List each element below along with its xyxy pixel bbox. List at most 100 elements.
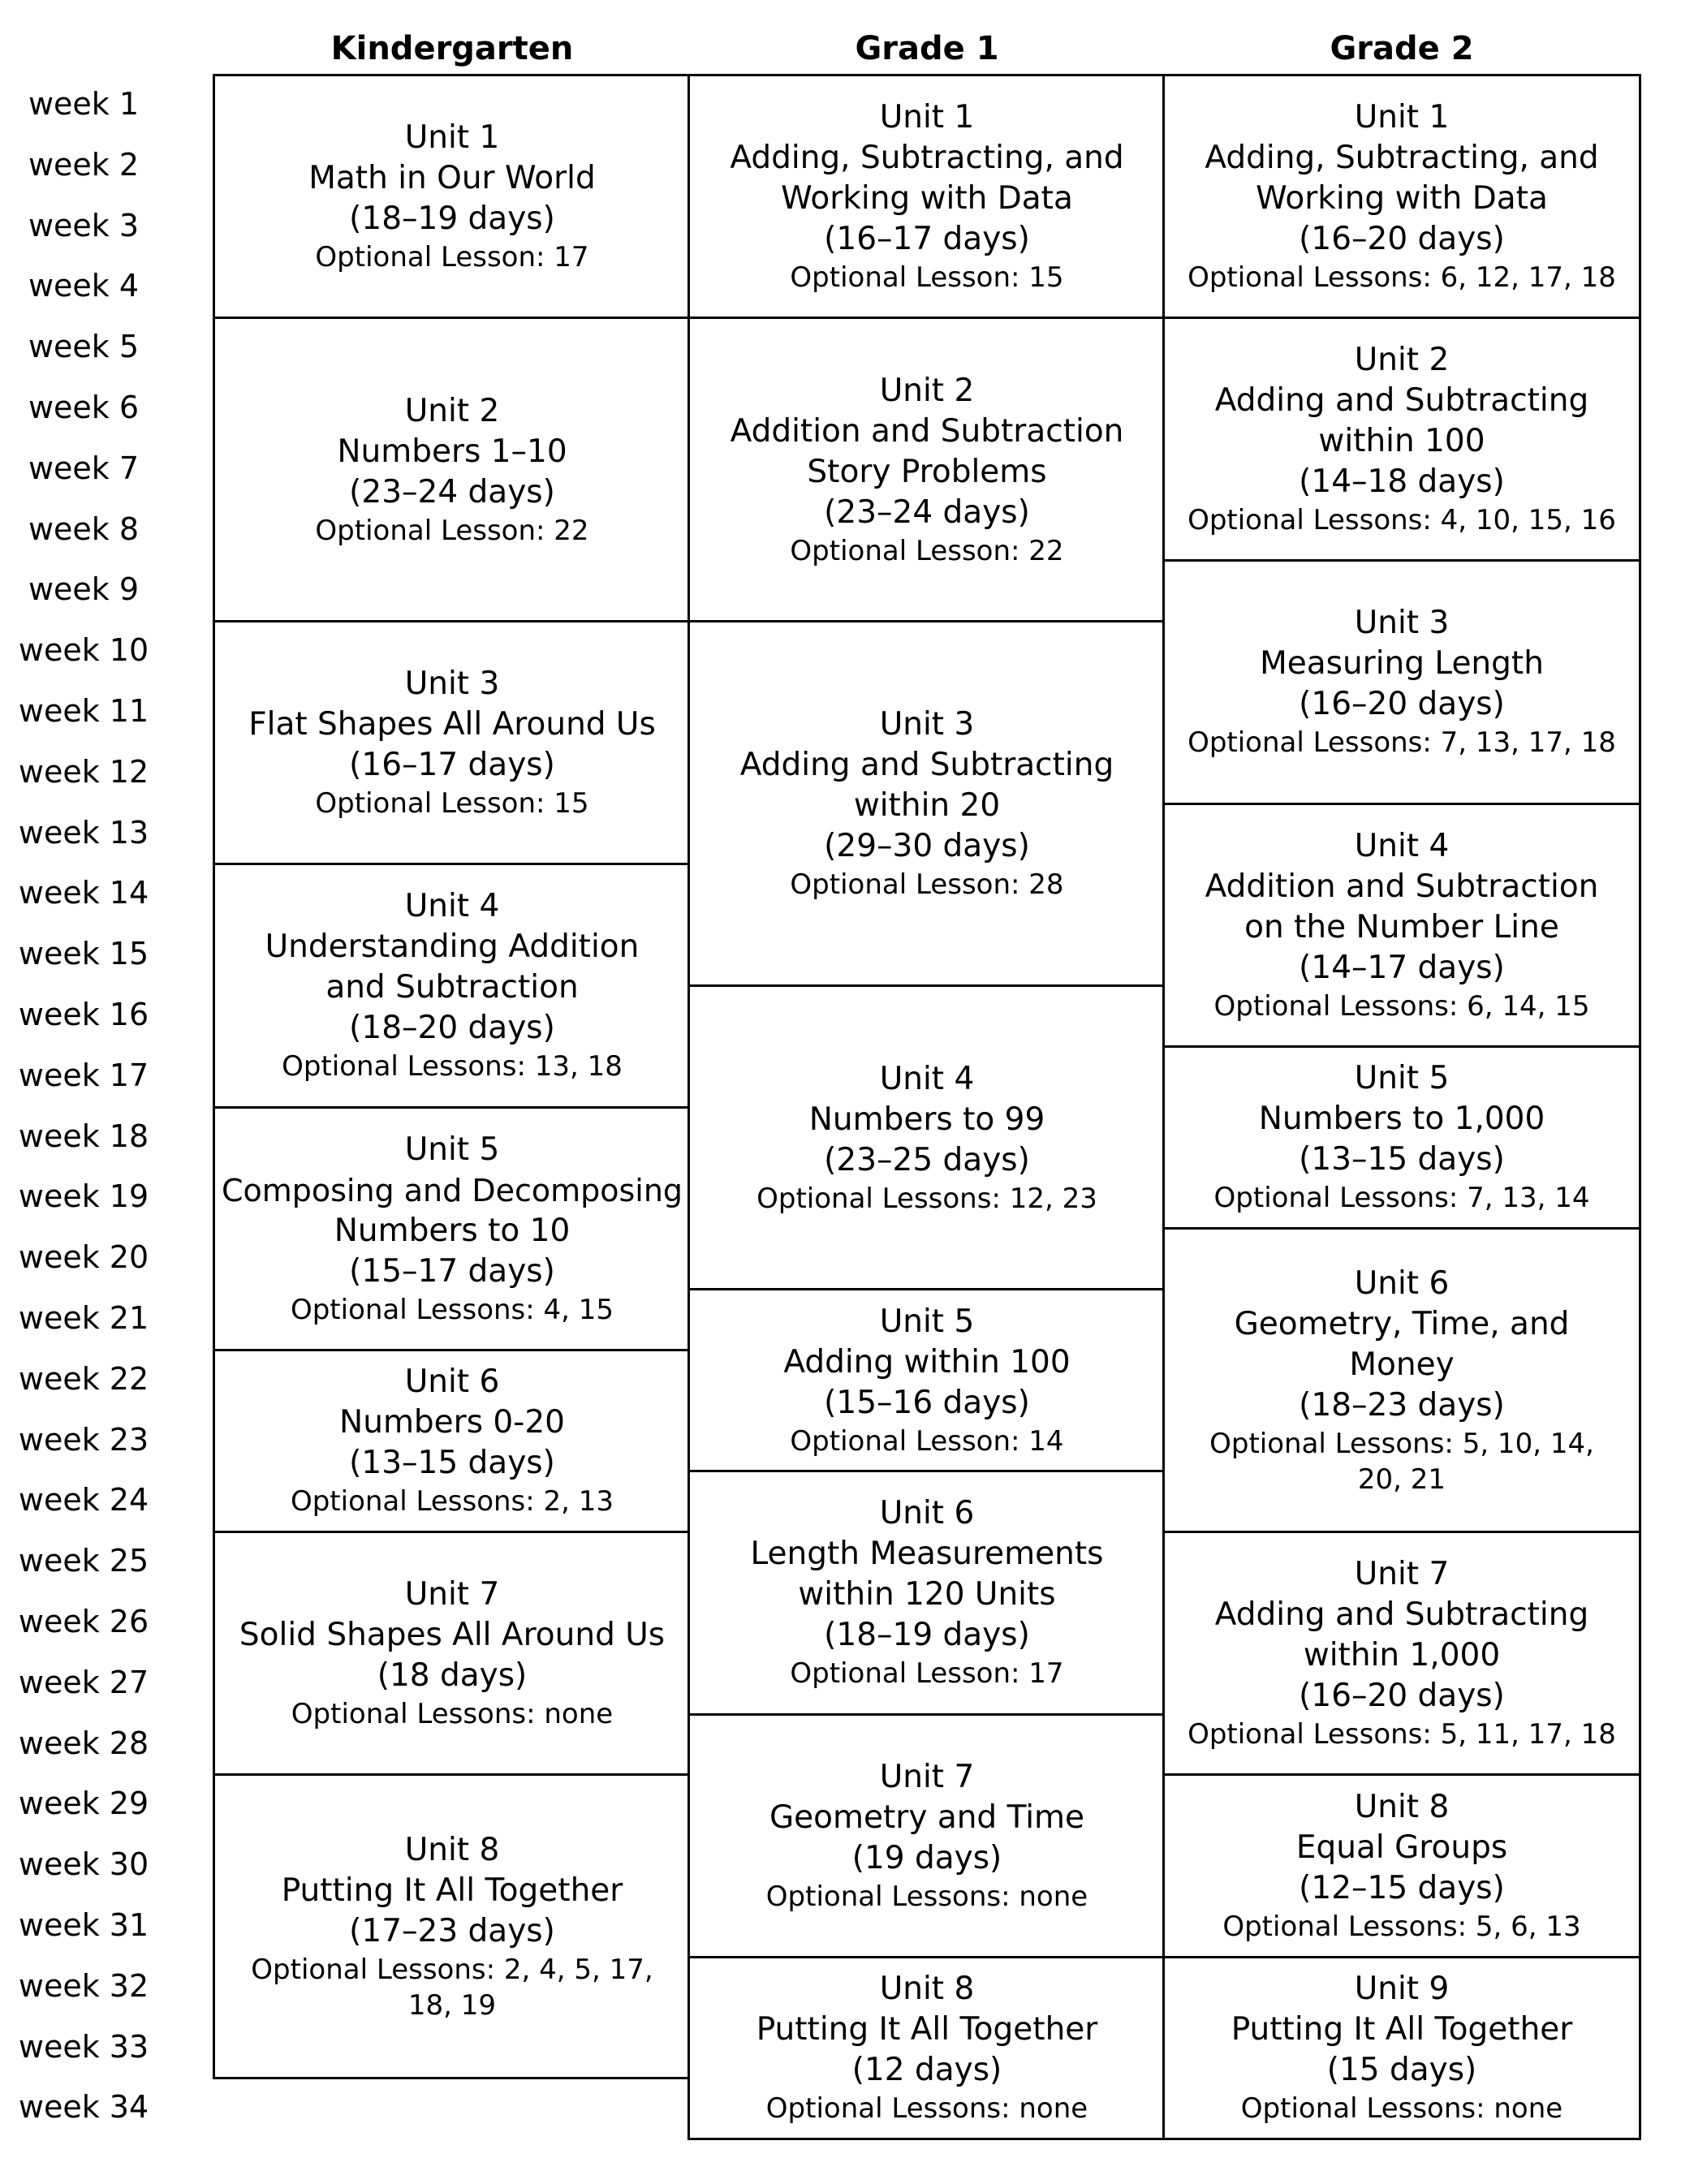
unit-title: Unit 5 [879,1303,975,1340]
unit-days: (18–23 days) [1299,1386,1505,1424]
unit-name: Money [1349,1346,1455,1383]
unit-name: Putting It All Together [756,2011,1098,2048]
unit-name: Composing and Decomposing [221,1172,683,1208]
unit-name: Numbers 1–10 [337,433,567,470]
optional-lessons: Optional Lessons: 5, 11, 17, 18 [1187,1718,1616,1751]
optional-lessons: Optional Lessons: 12, 23 [756,1182,1097,1215]
unit-days: (19 days) [851,1839,1002,1876]
unit-days: (16–17 days) [349,747,555,784]
week-label: week 33 [18,2028,149,2065]
unit-title: Unit 2 [1354,342,1450,379]
unit-title: Unit 6 [1354,1264,1450,1302]
week-label: week 34 [18,2089,149,2126]
unit-cell: Unit 2 Addition and Subtraction Story Prob… [687,317,1166,623]
unit-title: Unit 4 [879,1060,975,1097]
unit-title: Unit 8 [879,1971,975,2008]
unit-cell: Unit 1 Math in Our World (18–19 days) Optio… [213,74,692,320]
optional-lessons: Optional Lessons: 7, 13, 17, 18 [1187,726,1616,760]
week-label: week 28 [18,1725,149,1761]
week-label: week 19 [18,1178,149,1215]
unit-name: Numbers to 99 [808,1101,1045,1138]
week-label: week 2 [28,146,140,183]
unit-days: (16–17 days) [824,221,1030,258]
optional-lessons: Optional Lesson: 17 [315,241,589,274]
week-label: week 24 [18,1482,149,1518]
week-label: week 25 [18,1543,149,1579]
week-label: week 14 [18,875,149,911]
unit-name: Solid Shapes All Around Us [239,1617,666,1654]
optional-lessons: Optional Lessons: 6, 12, 17, 18 [1187,261,1616,295]
unit-title: Unit 3 [1354,605,1450,642]
week-label: week 27 [18,1664,149,1700]
unit-name: Putting It All Together [281,1872,623,1909]
unit-name: within 100 [1318,423,1485,460]
unit-cell: Unit 4 Understanding Addition and Subtract… [213,863,692,1109]
unit-cell: Unit 3 Flat Shapes All Around Us (16–17 da… [213,620,692,866]
unit-name: Numbers 0-20 [339,1404,565,1441]
unit-title: Unit 6 [879,1495,975,1532]
unit-title: Unit 2 [404,392,500,429]
unit-cell: Unit 7 Geometry and Time (19 days) Optional… [687,1712,1166,1958]
unit-name: Flat Shapes All Around Us [248,706,656,743]
optional-lessons: Optional Lesson: 22 [790,534,1064,567]
optional-lessons: Optional Lesson: 14 [790,1424,1064,1458]
week-label: week 15 [18,936,149,972]
unit-days: (15 days) [1326,2052,1477,2089]
optional-lessons: Optional Lessons: 2, 13 [290,1485,614,1518]
unit-title: Unit 8 [1354,1789,1450,1826]
optional-lessons: Optional Lesson: 17 [790,1657,1064,1691]
week-label: week 8 [28,510,140,547]
unit-cell: Unit 6 Numbers 0-20 (13–15 days) Optional L… [213,1348,692,1534]
unit-name: Equal Groups [1295,1829,1508,1867]
unit-name: within 20 [853,787,1001,825]
optional-lessons: Optional Lessons: none [765,1880,1088,1913]
unit-name: Math in Our World [308,160,596,197]
unit-cell: Unit 9 Putting It All Together (15 days) Op… [1162,1955,1641,2141]
unit-name: Adding and Subtracting [739,747,1114,784]
week-label: week 21 [18,1300,149,1336]
unit-days: (15–17 days) [349,1252,555,1290]
optional-lessons: Optional Lessons: none [765,2092,1088,2126]
optional-lessons: Optional Lessons: 5, 10, 14, [1209,1427,1594,1460]
week-label: week 5 [28,329,140,365]
unit-days: (16–20 days) [1299,221,1505,258]
unit-days: (18 days) [377,1657,528,1695]
unit-title: Unit 1 [1354,99,1450,136]
column-header: Grade 1 [855,30,999,67]
week-label: week 18 [18,1118,149,1154]
unit-cell: Unit 6 Geometry, Time, and Money (18–23 day… [1162,1227,1641,1534]
unit-title: Unit 8 [404,1831,500,1868]
unit-days: (23–24 days) [349,473,555,510]
week-label: week 7 [28,450,140,486]
optional-lessons: Optional Lessons: 6, 14, 15 [1213,989,1590,1023]
unit-days: (23–25 days) [824,1141,1030,1178]
column-header: Grade 2 [1330,30,1474,67]
unit-days: (16–20 days) [1299,1678,1505,1715]
unit-name: Adding, Subtracting, and [730,140,1124,177]
unit-days: (18–19 days) [349,200,555,238]
optional-lessons: Optional Lesson: 15 [790,261,1064,295]
week-label: week 31 [18,1907,149,1943]
unit-title: Unit 5 [404,1131,500,1168]
unit-title: Unit 4 [1354,827,1450,864]
unit-name: Putting It All Together [1231,2011,1573,2048]
week-label: week 3 [28,207,140,243]
unit-cell: Unit 8 Equal Groups (12–15 days) Optional L… [1162,1773,1641,1958]
unit-days: (13–15 days) [349,1445,555,1482]
unit-days: (14–17 days) [1299,949,1505,986]
unit-cell: Unit 4 Addition and Subtraction on the Num… [1162,802,1641,1048]
unit-name: Addition and Subtraction [730,412,1124,450]
optional-lessons: 18, 19 [407,1988,497,2022]
unit-title: Unit 1 [879,99,975,136]
optional-lessons: Optional Lessons: 7, 13, 14 [1213,1182,1590,1215]
week-label: week 30 [18,1846,149,1883]
week-label: week 26 [18,1604,149,1639]
optional-lessons: Optional Lessons: 2, 4, 5, 17, [251,1953,653,1986]
unit-days: (17–23 days) [349,1912,555,1949]
unit-days: (16–20 days) [1299,686,1505,723]
week-label: week 13 [18,814,149,851]
unit-name: Measuring Length [1260,645,1544,683]
unit-days: (14–18 days) [1299,463,1505,501]
optional-lessons: Optional Lesson: 15 [315,787,589,821]
week-label: week 29 [18,1786,149,1822]
